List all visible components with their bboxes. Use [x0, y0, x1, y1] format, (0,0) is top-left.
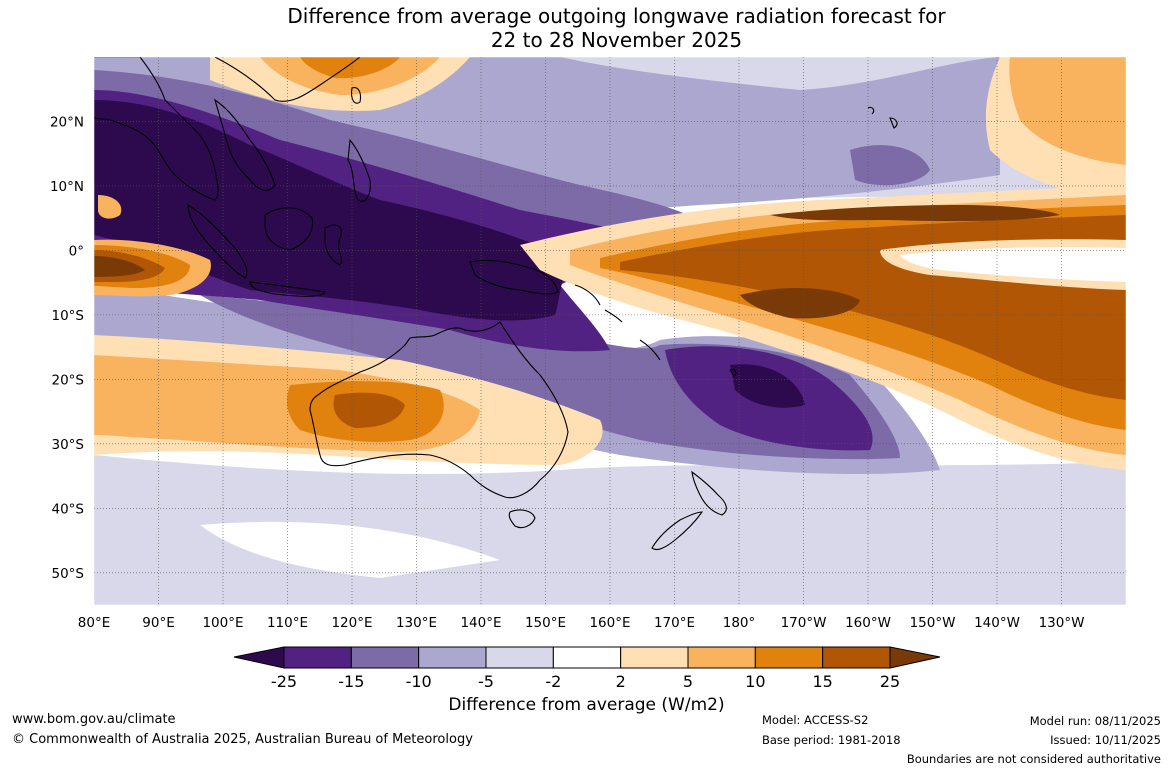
title-line-1: Difference from average outgoing longwav…: [287, 4, 946, 28]
anomaly-region-neutral-south: [200, 521, 500, 578]
longitude-label: 130°E: [396, 615, 437, 631]
colorbar-segment: [418, 646, 487, 669]
colorbar-tick-label: 25: [880, 672, 900, 691]
longitude-label: 170°E: [654, 615, 695, 631]
anomaly-region-medium-purple-patch: [850, 145, 930, 186]
coastlines: [94, 57, 898, 551]
longitude-label: 160°E: [589, 615, 630, 631]
longitude-label: 90°E: [142, 615, 174, 631]
latitude-label: 20°S: [52, 372, 85, 388]
sulawesi-coastline: [324, 224, 342, 266]
colorbar-segment: [485, 646, 554, 669]
anomaly-region-orange-west-spot: [98, 195, 122, 219]
anomaly-region-orange-australia-core: [333, 392, 405, 428]
longitude-labels: 80°E 90°E 100°E 110°E 120°E 130°E 140°E 150°E 16…: [78, 615, 1085, 631]
colorbar-tick-label: 5: [683, 672, 693, 691]
colorbar-segment: [754, 646, 824, 669]
latitude-label: 10°N: [50, 179, 84, 195]
hawaii-coastline: [867, 106, 898, 129]
colorbar-title: Difference from average (W/m2): [448, 695, 725, 715]
longitude-label: 130°W: [1039, 615, 1085, 631]
issued-date: Issued: 10/11/2025: [1050, 733, 1161, 747]
latitude-labels: 20°N 10°N 0° 10°S 20°S 30°S 40°S 50°S: [50, 114, 84, 581]
model-run-date: Model run: 08/11/2025: [1029, 714, 1161, 728]
colorbar-tick-label: -2: [545, 672, 561, 691]
latitude-label: 40°S: [52, 501, 85, 517]
anomaly-region-orange-equator-streak: [770, 205, 1060, 222]
anomaly-region-orange-pacific-darkest: [740, 288, 860, 319]
java-coastline: [249, 281, 326, 297]
longitude-label: 180°: [723, 615, 756, 631]
philippines-coastline: [347, 138, 371, 202]
colorbar-segment: [350, 646, 420, 669]
model-name: Model: ACCESS-S2: [762, 713, 869, 727]
map-title: Difference from average outgoing longwav…: [0, 4, 1173, 52]
colorbar-tick-label: -25: [271, 672, 297, 691]
latitude-label: 10°S: [52, 308, 85, 324]
latitude-label: 30°S: [52, 437, 85, 453]
solomon-islands-coastline: [574, 284, 623, 323]
longitude-label: 110°E: [267, 615, 308, 631]
latitude-label: 0°: [69, 243, 84, 259]
longitude-label: 160°W: [845, 615, 891, 631]
new-zealand-south-coastline: [651, 511, 704, 551]
colorbar-segment: [552, 646, 622, 669]
longitude-label: 100°E: [202, 615, 243, 631]
colorbar-tick-labels: -25 -15 -10 -5 -2 2 5 10 15 25: [271, 672, 900, 691]
tasmania-coastline: [508, 509, 536, 529]
colorbar-arrow-left: [233, 646, 285, 669]
gridlines: [94, 57, 1126, 605]
anomaly-region-darkest-purple: [94, 100, 570, 321]
new-caledonia-coastline: [639, 339, 661, 361]
website-link[interactable]: www.bom.gov.au/climate: [12, 712, 176, 727]
colorbar-tick-label: -15: [338, 672, 364, 691]
longitude-label: 140°E: [460, 615, 501, 631]
longitude-label: 150°W: [910, 615, 956, 631]
colorbar: -25 -15 -10 -5 -2 2 5 10 15 25: [233, 646, 941, 691]
colorbar-segment: [620, 646, 689, 669]
anomaly-region-darkest-purple-patch: [730, 364, 805, 408]
asia-coastline: [94, 57, 219, 201]
colorbar-arrow-right: [889, 646, 941, 669]
colorbar-tick-label: 15: [812, 672, 832, 691]
anomaly-region-neutral-pacific-core: [900, 247, 1126, 282]
copyright-text: © Commonwealth of Australia 2025, Austra…: [12, 732, 473, 747]
map-frame: [93, 56, 1127, 606]
colorbar-segments: [283, 646, 891, 669]
latitude-label: 20°N: [50, 114, 84, 130]
borneo-coastline: [264, 207, 314, 251]
sumatra-coastline: [187, 204, 248, 279]
indochina-coastline: [214, 98, 276, 191]
anomaly-region-orange-northeast-2: [1009, 57, 1126, 165]
colorbar-tick-label: -10: [406, 672, 432, 691]
colorbar-tick-label: 10: [745, 672, 765, 691]
anomaly-map: [94, 57, 1126, 605]
title-line-2: 22 to 28 November 2025: [490, 28, 743, 52]
boundaries-disclaimer: Boundaries are not considered authoritat…: [906, 752, 1161, 766]
colorbar-tick-label: 2: [616, 672, 626, 691]
taiwan-coastline: [351, 87, 362, 104]
anomaly-region-orange-northwest-3: [300, 57, 400, 79]
base-period: Base period: 1981-2018: [762, 733, 901, 747]
china-coastline: [214, 57, 361, 102]
longitude-label: 120°E: [331, 615, 372, 631]
colorbar-tick-label: -5: [478, 672, 494, 691]
latitude-label: 50°S: [52, 566, 85, 582]
colorbar-segment: [822, 646, 891, 669]
longitude-label: 80°E: [78, 615, 110, 631]
colorbar-segment: [687, 646, 756, 669]
anomaly-region-orange-west-equator-4: [94, 256, 145, 277]
new-guinea-coastline: [469, 259, 559, 295]
new-zealand-north-coastline: [691, 470, 727, 516]
australia-coastline: [309, 321, 569, 499]
longitude-label: 140°W: [974, 615, 1020, 631]
colorbar-segment: [283, 646, 352, 669]
fiji-coastline: [729, 369, 737, 377]
longitude-label: 170°W: [781, 615, 827, 631]
longitude-label: 150°E: [525, 615, 566, 631]
